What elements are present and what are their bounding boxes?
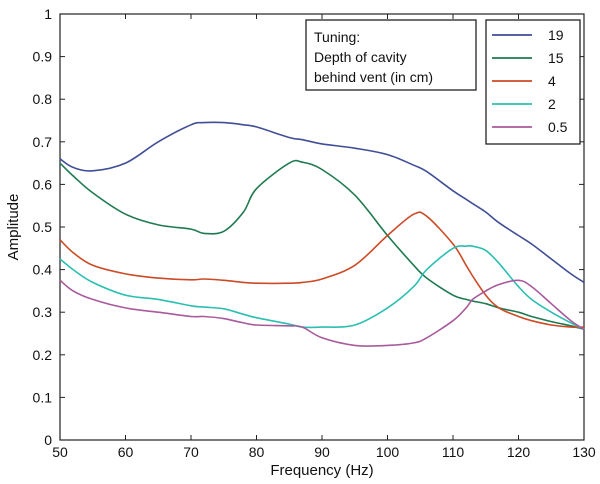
y-tick-label: 0.6: [33, 176, 53, 192]
x-tick-label: 70: [183, 444, 199, 460]
annotation-frame: [305, 19, 477, 91]
y-axis-title: Amplitude: [5, 194, 22, 261]
legend-label-15: 15: [548, 50, 564, 66]
annotation-box: Tuning: Depth of cavity behind vent (in …: [305, 19, 477, 91]
legend-label-2: 2: [548, 96, 556, 112]
x-tick-label: 110: [442, 444, 465, 460]
legend-items: 19 15 4 2 0.5: [492, 27, 568, 135]
x-axis-title: Frequency (Hz): [270, 462, 373, 479]
x-axis: 50 60 70 80 90 100 110 120 130: [52, 14, 596, 460]
y-tick-label: 0.5: [33, 219, 53, 235]
legend-label-4: 4: [548, 73, 556, 89]
y-tick-label: 0.7: [33, 134, 53, 150]
y-tick-label: 0.8: [33, 91, 53, 107]
y-axis: 0 0.1 0.2 0.3 0.4 0.5 0.6 0.7 0.8 0.9 1: [33, 6, 584, 448]
y-tick-label: 0.1: [33, 389, 53, 405]
series-line-0.5: [59, 279, 585, 347]
series-line-15: [59, 159, 585, 330]
y-tick-label: 0.3: [33, 304, 53, 320]
x-tick-label: 120: [507, 444, 531, 460]
annotation-line-1: Tuning:: [314, 29, 360, 45]
y-tick-label: 0.9: [33, 49, 53, 65]
series-line-4: [59, 211, 585, 329]
y-tick-label: 0.4: [33, 262, 53, 278]
legend-label-19: 19: [548, 27, 564, 43]
x-tick-label: 130: [572, 444, 596, 460]
x-tick-label: 50: [52, 444, 68, 460]
y-tick-label: 0: [44, 432, 52, 448]
legend-frame: [485, 19, 581, 145]
y-tick-label: 1: [44, 6, 52, 22]
series-group: [59, 121, 585, 347]
x-tick-label: 80: [249, 444, 265, 460]
legend: 19 15 4 2 0.5: [485, 19, 581, 145]
y-tick-label: 0.2: [33, 347, 53, 363]
annotation-line-2: Depth of cavity: [314, 49, 407, 65]
x-tick-label: 100: [376, 444, 400, 460]
annotation-line-3: behind vent (in cm): [314, 69, 433, 85]
x-tick-label: 60: [118, 444, 134, 460]
series-line-19: [59, 121, 585, 284]
x-tick-label: 90: [314, 444, 330, 460]
legend-label-0.5: 0.5: [548, 119, 568, 135]
